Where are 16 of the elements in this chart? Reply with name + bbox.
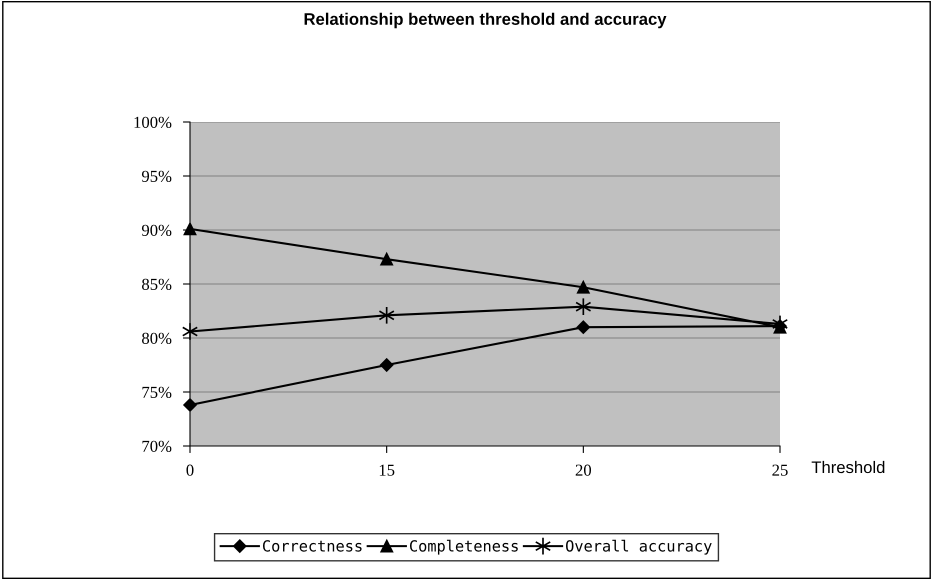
legend-label: Completeness (410, 540, 518, 555)
y-tick-label: 75% (142, 386, 172, 398)
y-tick-label: 90% (142, 224, 172, 236)
y-tick-label: 70% (142, 440, 172, 452)
y-tick-label: 80% (142, 332, 172, 344)
x-tick-label: 20 (576, 464, 592, 476)
legend-label: Overall accuracy (566, 540, 712, 555)
x-tick-label: 0 (186, 464, 194, 476)
x-tick-label: 15 (380, 464, 394, 476)
y-tick-label: 85% (142, 278, 172, 290)
legend-label: Correctness (262, 540, 362, 552)
x-tick-label: 25 (772, 464, 788, 476)
x-axis-title: Threshold (812, 460, 884, 474)
y-tick-label: 100% (134, 116, 172, 128)
y-tick-label: 95% (142, 170, 172, 182)
chart-title: Relationship between threshold and accuracy (304, 12, 666, 28)
